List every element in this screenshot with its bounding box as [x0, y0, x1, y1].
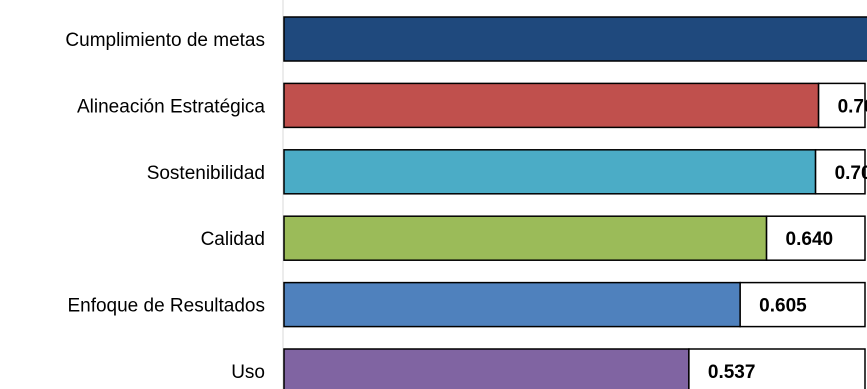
- bars-group: 0.778Cumplimiento de metas0.709Alineació…: [65, 16, 867, 389]
- category-label: Uso: [231, 362, 265, 383]
- bar: [283, 82, 820, 129]
- value-box: [814, 149, 866, 195]
- category-label: Cumplimiento de metas: [65, 30, 265, 51]
- bar: [283, 348, 690, 389]
- value-label: 0.605: [759, 296, 807, 317]
- category-label: Calidad: [201, 229, 265, 250]
- category-label: Enfoque de Resultados: [67, 296, 265, 317]
- value-box: [739, 281, 866, 328]
- bar: [283, 281, 741, 328]
- bar: [283, 16, 867, 62]
- bar: [283, 215, 768, 261]
- value-box: [765, 215, 866, 261]
- value-label: 0.709: [838, 96, 867, 117]
- value-label: 0.640: [786, 229, 834, 250]
- bar: [283, 149, 817, 195]
- value-label: 0.537: [708, 362, 756, 383]
- value-box: [817, 82, 866, 129]
- value-box: [688, 348, 866, 389]
- value-label: 0.705: [835, 163, 867, 184]
- category-label: Sostenibilidad: [147, 163, 265, 184]
- category-label: Alineación Estratégica: [77, 96, 265, 117]
